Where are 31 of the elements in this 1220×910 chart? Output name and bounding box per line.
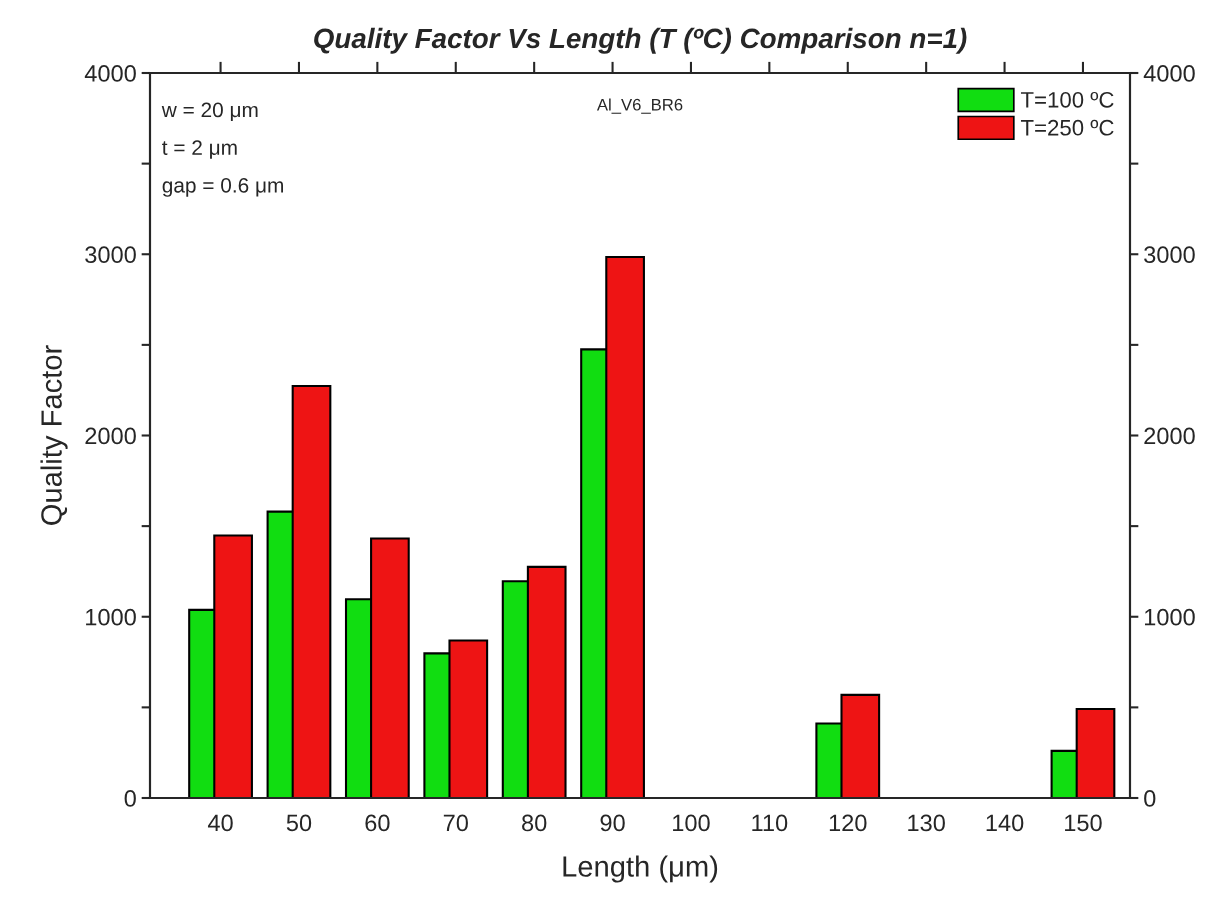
x-tick-label: 130	[908, 814, 945, 832]
x-axis-title: Length (μm)	[563, 855, 718, 883]
x-tick-label: 60	[365, 814, 390, 832]
x-tick-label: 100	[673, 814, 710, 832]
y-tick-label: 1000	[86, 608, 136, 626]
x-tick-label: 150	[1065, 814, 1102, 832]
y2-tick-label: 1000	[1144, 608, 1195, 626]
y-tick-label: 4000	[84, 65, 136, 82]
annotation: Al_V6_BR6	[596, 98, 683, 114]
y-axis-title: Quality Factor	[40, 345, 68, 525]
y-tick-label: 0	[124, 790, 136, 807]
y-tick-label: 2000	[85, 427, 136, 445]
x-tick-label: 140	[986, 814, 1024, 832]
chart-title: Quality Factor Vs Length (T (ºC) Comparison n=1)	[314, 27, 967, 54]
legend-label: T=100 ºC	[1020, 91, 1114, 108]
annotation: w = 20 μm	[161, 102, 258, 122]
y2-tick-label: 3000	[1144, 246, 1195, 264]
annotation: t = 2 μm	[162, 140, 237, 159]
legend-label: T=250 ºC	[1020, 119, 1114, 136]
x-tick-label: 120	[829, 814, 867, 832]
y-tick-label: 3000	[85, 246, 136, 264]
y2-tick-label: 4000	[1143, 65, 1195, 82]
x-tick-label: 90	[600, 814, 625, 832]
x-tick-label: 110	[752, 814, 788, 832]
x-tick-label: 70	[443, 814, 468, 832]
x-tick-label: 80	[522, 814, 547, 832]
y2-tick-label: 2000	[1144, 427, 1195, 445]
x-tick-label: 40	[207, 814, 233, 832]
y2-tick-label: 0	[1144, 790, 1156, 807]
annotation: gap = 0.6 μm	[162, 177, 283, 197]
x-tick-label: 50	[286, 814, 312, 832]
